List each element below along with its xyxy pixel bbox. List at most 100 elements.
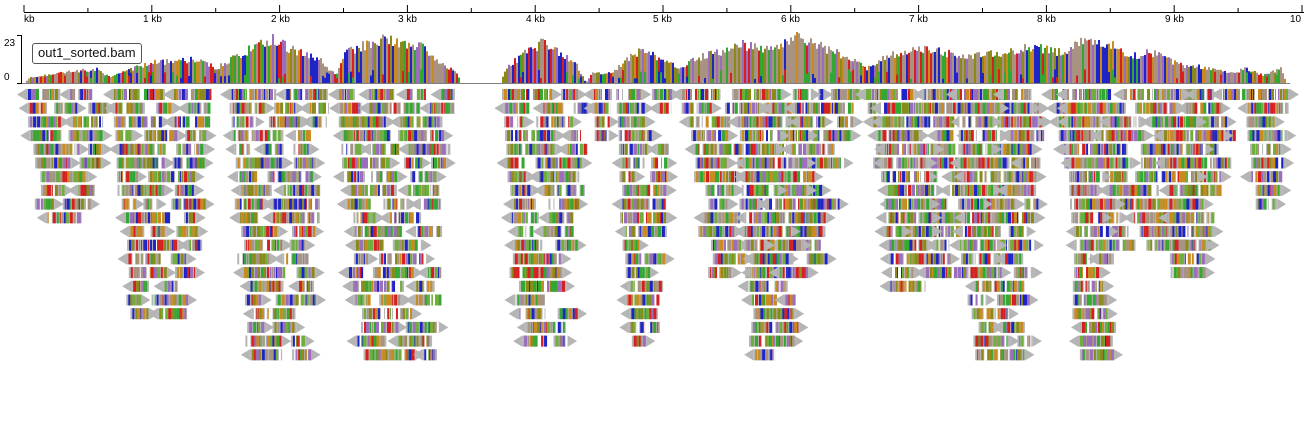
- aligned-read[interactable]: [104, 102, 145, 114]
- aligned-read[interactable]: [338, 116, 396, 128]
- aligned-read[interactable]: [54, 102, 87, 114]
- aligned-read[interactable]: [40, 171, 98, 183]
- aligned-read[interactable]: [671, 89, 721, 100]
- aligned-read[interactable]: [532, 102, 564, 114]
- aligned-read[interactable]: [528, 171, 580, 183]
- aligned-read[interactable]: [153, 280, 178, 292]
- aligned-read[interactable]: [122, 280, 149, 292]
- aligned-read[interactable]: [611, 157, 645, 169]
- aligned-read[interactable]: [403, 157, 432, 169]
- aligned-read[interactable]: [405, 280, 435, 292]
- aligned-read[interactable]: [339, 184, 397, 196]
- aligned-read[interactable]: [611, 198, 667, 210]
- aligned-read[interactable]: [405, 321, 449, 333]
- aligned-read[interactable]: [594, 130, 619, 142]
- aligned-read[interactable]: [796, 267, 819, 279]
- aligned-read[interactable]: [162, 89, 212, 100]
- aligned-read[interactable]: [292, 226, 325, 237]
- aligned-read[interactable]: [117, 171, 148, 183]
- aligned-read[interactable]: [397, 143, 451, 155]
- aligned-read[interactable]: [115, 130, 144, 142]
- aligned-read[interactable]: [509, 267, 573, 279]
- aligned-read[interactable]: [503, 198, 536, 210]
- aligned-read[interactable]: [405, 226, 443, 237]
- aligned-read[interactable]: [17, 89, 61, 100]
- aligned-read[interactable]: [176, 143, 216, 155]
- aligned-read[interactable]: [332, 130, 391, 142]
- aligned-read[interactable]: [560, 130, 585, 142]
- aligned-read[interactable]: [126, 294, 151, 306]
- aligned-read[interactable]: [614, 226, 667, 237]
- aligned-read[interactable]: [358, 89, 395, 100]
- aligned-read[interactable]: [519, 280, 576, 292]
- aligned-read[interactable]: [247, 321, 275, 333]
- aligned-read[interactable]: [648, 102, 672, 114]
- aligned-read[interactable]: [342, 280, 405, 292]
- aligned-read[interactable]: [389, 116, 443, 128]
- aligned-read[interactable]: [292, 349, 321, 361]
- aligned-read[interactable]: [538, 212, 574, 224]
- aligned-read[interactable]: [333, 171, 365, 183]
- aligned-read[interactable]: [253, 143, 284, 155]
- aligned-read[interactable]: [583, 89, 612, 100]
- aligned-read[interactable]: [177, 102, 211, 114]
- aligned-read[interactable]: [740, 130, 790, 142]
- aligned-read[interactable]: [693, 212, 741, 224]
- aligned-read[interactable]: [174, 267, 206, 279]
- aligned-read[interactable]: [336, 198, 371, 210]
- aligned-read[interactable]: [62, 198, 101, 210]
- aligned-read[interactable]: [116, 157, 175, 169]
- aligned-read[interactable]: [395, 89, 427, 100]
- aligned-read[interactable]: [404, 294, 442, 306]
- aligned-read[interactable]: [225, 143, 251, 155]
- aligned-read[interactable]: [361, 321, 408, 333]
- aligned-read[interactable]: [618, 130, 663, 142]
- aligned-read[interactable]: [298, 102, 329, 114]
- aligned-read[interactable]: [40, 184, 74, 196]
- aligned-read[interactable]: [739, 116, 796, 128]
- aligned-read[interactable]: [353, 253, 379, 265]
- aligned-read[interactable]: [172, 157, 214, 169]
- aligned-read[interactable]: [170, 253, 197, 265]
- aligned-read[interactable]: [150, 226, 176, 237]
- aligned-read[interactable]: [791, 171, 824, 183]
- aligned-read[interactable]: [647, 143, 669, 155]
- aligned-read[interactable]: [379, 212, 422, 224]
- aligned-read[interactable]: [430, 89, 455, 100]
- aligned-read[interactable]: [506, 143, 566, 155]
- aligned-read[interactable]: [301, 116, 327, 128]
- aligned-read[interactable]: [346, 335, 387, 347]
- aligned-read[interactable]: [103, 89, 165, 100]
- aligned-read[interactable]: [183, 212, 206, 224]
- aligned-read[interactable]: [59, 89, 93, 100]
- aligned-read[interactable]: [594, 116, 620, 128]
- aligned-read[interactable]: [344, 294, 371, 306]
- aligned-read[interactable]: [34, 198, 64, 210]
- aligned-read[interactable]: [144, 130, 188, 142]
- aligned-read[interactable]: [516, 321, 566, 333]
- aligned-read[interactable]: [363, 349, 425, 361]
- aligned-read[interactable]: [230, 184, 272, 196]
- aligned-read[interactable]: [681, 102, 722, 114]
- aligned-read[interactable]: [229, 102, 276, 114]
- aligned-read[interactable]: [360, 143, 400, 155]
- aligned-read[interactable]: [734, 157, 784, 169]
- aligned-read[interactable]: [290, 335, 315, 347]
- aligned-read[interactable]: [387, 335, 433, 347]
- aligned-read[interactable]: [811, 130, 862, 142]
- aligned-read[interactable]: [262, 198, 320, 210]
- aligned-read[interactable]: [343, 226, 402, 237]
- aligned-read[interactable]: [837, 116, 864, 128]
- aligned-read[interactable]: [293, 143, 320, 155]
- aligned-read[interactable]: [119, 226, 145, 237]
- aligned-read[interactable]: [267, 171, 322, 183]
- aligned-read[interactable]: [512, 253, 572, 265]
- aligned-read[interactable]: [293, 157, 326, 169]
- aligned-read[interactable]: [148, 308, 188, 320]
- aligned-read[interactable]: [273, 184, 324, 196]
- aligned-read[interactable]: [622, 184, 677, 196]
- aligned-read[interactable]: [178, 239, 203, 251]
- aligned-read[interactable]: [410, 171, 447, 183]
- aligned-read[interactable]: [338, 267, 364, 279]
